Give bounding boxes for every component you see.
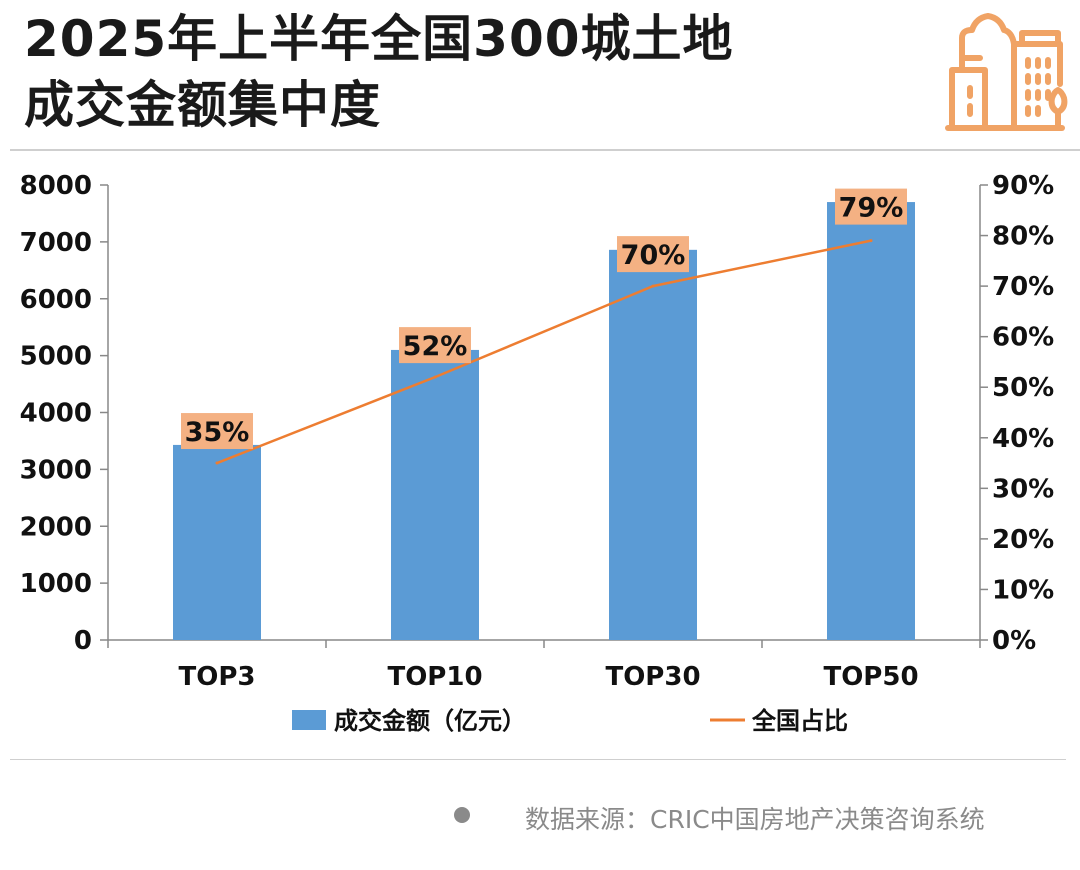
bottom-divider (10, 759, 1066, 760)
share-point (651, 284, 655, 288)
share-point (869, 239, 873, 243)
y2-tick-label: 40% (992, 424, 1054, 454)
data-label-bg (399, 327, 471, 364)
y2-tick-label: 90% (992, 171, 1054, 201)
data-label: 52% (403, 331, 468, 362)
bullet-dot (454, 807, 470, 823)
bar-top10 (391, 349, 479, 640)
y-tick-label: 0 (74, 626, 92, 656)
legend-bar-label: 成交金额（亿元） (334, 707, 526, 735)
y-tick-label: 1000 (20, 569, 92, 599)
y2-tick-label: 0% (992, 626, 1036, 656)
x-tick-label: TOP10 (387, 662, 482, 692)
chart-title-line2: 成交金额集中度 (24, 76, 381, 134)
bar-top30 (609, 249, 697, 640)
share-line (216, 239, 872, 465)
data-label: 79% (839, 193, 904, 224)
chart: 0 1000 2000 3000 4000 5000 6000 7000 8000 0% 10% 20… (20, 171, 1055, 735)
y2-tick-label: 30% (992, 474, 1054, 504)
y-tick-label: 6000 (20, 285, 92, 315)
city-buildings-icon (945, 13, 1068, 131)
top-divider (10, 149, 1080, 151)
source-note: 数据来源：CRIC中国房地产决策咨询系统 (525, 805, 985, 834)
legend-bar-swatch (292, 710, 326, 730)
legend-line-label: 全国占比 (751, 707, 848, 735)
y-tick-label: 3000 (20, 455, 92, 485)
y2-tick-label: 20% (992, 525, 1054, 555)
y-tick-label: 4000 (20, 399, 92, 429)
data-label-bg (617, 236, 689, 273)
y-tick-label: 7000 (20, 228, 92, 258)
data-label-bg (181, 413, 253, 450)
x-tick-label: TOP50 (823, 662, 918, 692)
data-label-bg (835, 188, 907, 225)
y-tick-label: 8000 (20, 171, 92, 201)
share-point (433, 375, 437, 379)
y2-tick-label: 60% (992, 323, 1054, 353)
x-tick-label: TOP3 (179, 662, 256, 692)
y2-tick-label: 70% (992, 272, 1054, 302)
bar-top3 (173, 444, 261, 640)
y2-tick-label: 10% (992, 575, 1054, 605)
y2-tick-label: 50% (992, 373, 1054, 403)
data-label: 70% (621, 240, 686, 271)
x-tick-label: TOP30 (605, 662, 700, 692)
y-tick-label: 2000 (20, 512, 92, 542)
y2-tick-label: 80% (992, 222, 1054, 252)
data-label: 35% (185, 417, 250, 448)
y-tick-label: 5000 (20, 342, 92, 372)
chart-title-line1: 2025年上半年全国300城土地 (24, 10, 734, 68)
bar-top50 (827, 202, 915, 640)
share-point (215, 461, 219, 465)
